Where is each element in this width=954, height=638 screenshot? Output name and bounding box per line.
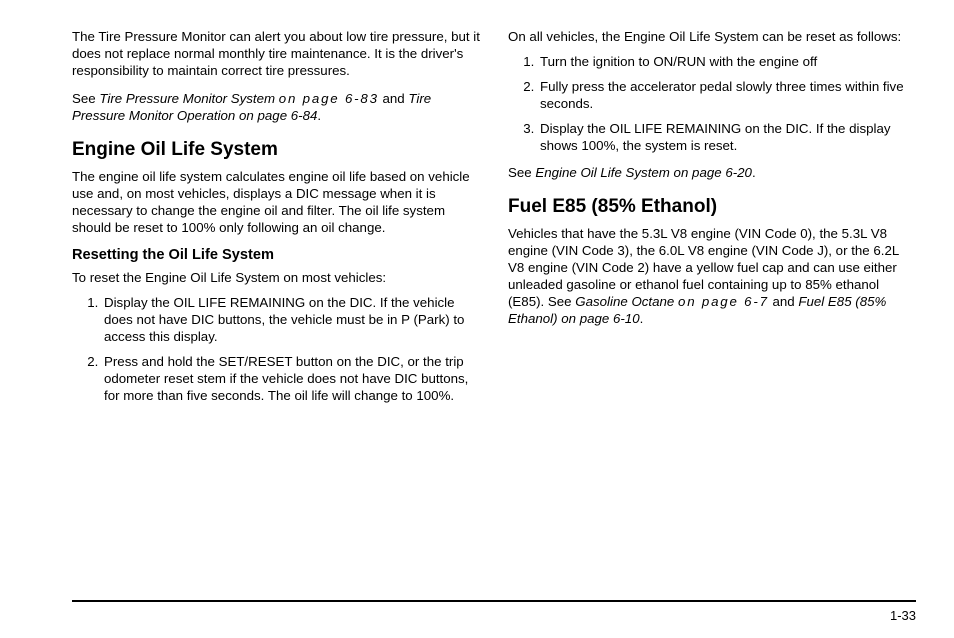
list-item: Display the OIL LIFE REMAINING on the DI…	[102, 294, 480, 345]
page-number: 1-33	[890, 608, 916, 623]
resetting-subheading: Resetting the Oil Life System	[72, 247, 480, 263]
reference-page: on page 6‑7	[678, 294, 769, 309]
reference-link: Gasoline Octane	[575, 294, 678, 309]
list-item: Display the OIL LIFE REMAINING on the DI…	[538, 120, 916, 154]
right-column: On all vehicles, the Engine Oil Life Sys…	[508, 28, 916, 414]
reset-steps-list: Display the OIL LIFE REMAINING on the DI…	[72, 294, 480, 404]
engine-oil-paragraph: The engine oil life system calculates en…	[72, 168, 480, 236]
see-text: See	[508, 165, 535, 180]
fuel-e85-heading: Fuel E85 (85% Ethanol)	[508, 196, 916, 218]
list-item: Turn the ignition to ON/RUN with the eng…	[538, 53, 916, 70]
see-period: .	[640, 311, 644, 326]
footer-rule	[72, 600, 916, 602]
list-item: Press and hold the SET/RESET button on t…	[102, 353, 480, 404]
reference-page: on page 6‑83	[279, 91, 379, 106]
fuel-e85-paragraph: Vehicles that have the 5.3L V8 engine (V…	[508, 225, 916, 327]
manual-page: The Tire Pressure Monitor can alert you …	[0, 0, 954, 638]
engine-oil-heading: Engine Oil Life System	[72, 139, 480, 161]
list-item: Fully press the accelerator pedal slowly…	[538, 78, 916, 112]
see-period: .	[317, 108, 321, 123]
tpm-see-reference: See Tire Pressure Monitor System on page…	[72, 90, 480, 124]
reference-link: Engine Oil Life System on page 6‑20	[535, 165, 752, 180]
see-and: and	[769, 294, 799, 309]
reset-intro-paragraph: To reset the Engine Oil Life System on m…	[72, 269, 480, 286]
oil-life-see-reference: See Engine Oil Life System on page 6‑20.	[508, 164, 916, 181]
left-column: The Tire Pressure Monitor can alert you …	[72, 28, 480, 414]
see-text: See	[72, 91, 99, 106]
all-vehicles-intro: On all vehicles, the Engine Oil Life Sys…	[508, 28, 916, 45]
see-and: and	[379, 91, 409, 106]
tpm-intro-paragraph: The Tire Pressure Monitor can alert you …	[72, 28, 480, 79]
all-vehicles-steps-list: Turn the ignition to ON/RUN with the eng…	[508, 53, 916, 154]
two-column-layout: The Tire Pressure Monitor can alert you …	[72, 28, 916, 414]
see-period: .	[752, 165, 756, 180]
reference-link: Tire Pressure Monitor System	[99, 91, 278, 106]
